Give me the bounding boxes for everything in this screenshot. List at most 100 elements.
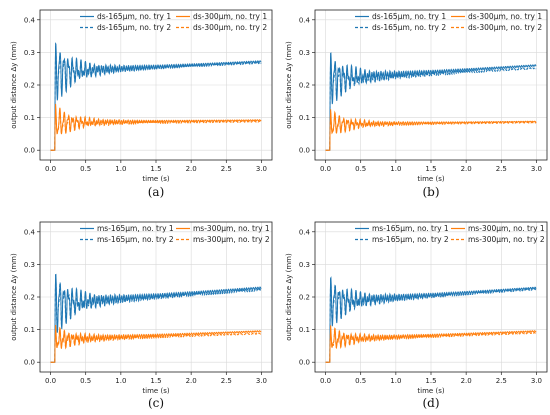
series-line — [325, 52, 537, 151]
y-tick-label: 0.2 — [24, 82, 35, 90]
figure-caption: (a) — [148, 185, 165, 199]
x-tick-label: 1.0 — [390, 165, 401, 173]
x-tick-label: 0.0 — [320, 377, 331, 385]
x-axis-label: time (s) — [142, 175, 169, 183]
x-tick-label: 2.0 — [461, 165, 472, 173]
y-tick-label: 0.4 — [299, 228, 311, 236]
x-tick-label: 1.5 — [150, 165, 161, 173]
y-axis-label: output distance Δy (mm) — [285, 253, 293, 341]
series-line — [50, 45, 262, 151]
x-tick-label: 0.5 — [355, 377, 366, 385]
x-tick-label: 2.0 — [186, 165, 197, 173]
series-line — [325, 56, 537, 151]
legend-label: ds-165μm, no. try 1 — [97, 12, 171, 21]
y-tick-label: 0.1 — [299, 326, 310, 334]
x-tick-label: 3.0 — [531, 377, 542, 385]
chart-panel-d: 0.0 0.5 1.0 1.5 2.0 2.5 3.0 0.0 0.1 0.2 0.3 0.4 time… — [285, 221, 548, 395]
series-line — [325, 325, 537, 363]
legend-label: ds-165μm, no. try 2 — [372, 23, 446, 32]
y-tick-label: 0.3 — [299, 261, 310, 269]
x-axis-label: time (s) — [417, 175, 444, 183]
axes-frame — [39, 9, 273, 161]
y-tick-label: 0.4 — [299, 16, 311, 24]
legend: ms-165μm, no. try 1 ms-165μm, no. try 2 ms… — [80, 224, 270, 244]
chart-panel-a: 0.0 0.5 1.0 1.5 2.0 2.5 3.0 0.0 0.1 0.2 0.3 0.4 time… — [10, 9, 273, 183]
x-tick-label: 0.5 — [355, 165, 366, 173]
legend-label: ms-300μm, no. try 2 — [193, 235, 270, 244]
legend: ms-165μm, no. try 1 ms-165μm, no. try 2 ms… — [355, 224, 545, 244]
axes-frame — [314, 221, 548, 373]
figure-caption: (c) — [148, 396, 164, 410]
y-tick-label: 0.3 — [24, 261, 35, 269]
series-line — [50, 103, 262, 151]
x-tick-label: 2.5 — [221, 377, 232, 385]
y-tick-label: 0.3 — [24, 49, 35, 57]
y-tick-label: 0.4 — [24, 16, 36, 24]
y-tick-label: 0.0 — [299, 359, 310, 367]
x-tick-label: 1.5 — [150, 377, 161, 385]
figure-caption: (b) — [422, 185, 439, 199]
x-tick-label: 1.5 — [425, 377, 436, 385]
legend-label: ms-165μm, no. try 1 — [97, 224, 174, 233]
y-tick-label: 0.0 — [24, 359, 35, 367]
y-axis-label: output distance Δy (mm) — [10, 41, 18, 129]
figure-caption: (d) — [422, 396, 439, 410]
x-tick-label: 2.5 — [496, 377, 507, 385]
y-axis-label: output distance Δy (mm) — [10, 253, 18, 341]
legend: ds-165μm, no. try 1 ds-165μm, no. try 2 ds… — [80, 12, 267, 32]
x-tick-label: 3.0 — [256, 377, 267, 385]
x-tick-label: 2.0 — [461, 377, 472, 385]
x-tick-label: 2.0 — [186, 377, 197, 385]
legend-label: ds-165μm, no. try 2 — [97, 23, 171, 32]
legend-label: ms-300μm, no. try 2 — [468, 235, 545, 244]
legend-label: ds-300μm, no. try 2 — [468, 23, 542, 32]
y-tick-label: 0.0 — [24, 147, 35, 155]
series-line — [325, 278, 537, 363]
y-tick-label: 0.3 — [299, 49, 310, 57]
x-tick-label: 2.5 — [496, 165, 507, 173]
series-line — [50, 328, 262, 363]
legend-label: ms-300μm, no. try 1 — [193, 224, 270, 233]
series-line — [50, 273, 262, 363]
axes-frame — [39, 221, 273, 373]
x-tick-label: 0.5 — [80, 377, 91, 385]
x-tick-label: 3.0 — [531, 165, 542, 173]
x-tick-label: 1.0 — [115, 165, 126, 173]
x-tick-label: 0.0 — [45, 165, 56, 173]
legend-label: ms-165μm, no. try 2 — [97, 235, 174, 244]
y-tick-label: 0.1 — [299, 114, 310, 122]
legend-label: ds-300μm, no. try 1 — [193, 12, 267, 21]
series-line — [325, 329, 537, 363]
x-tick-label: 2.5 — [221, 165, 232, 173]
legend-label: ds-300μm, no. try 2 — [193, 23, 267, 32]
x-tick-label: 1.5 — [425, 165, 436, 173]
series-line — [50, 274, 262, 363]
y-tick-label: 0.1 — [24, 326, 35, 334]
y-tick-label: 0.0 — [299, 147, 310, 155]
x-tick-label: 0.0 — [320, 165, 331, 173]
y-tick-label: 0.2 — [299, 82, 310, 90]
x-tick-label: 3.0 — [256, 165, 267, 173]
series-line — [325, 276, 537, 363]
y-axis-label: output distance Δy (mm) — [285, 41, 293, 129]
legend-label: ds-300μm, no. try 1 — [468, 12, 542, 21]
legend: ds-165μm, no. try 1 ds-165μm, no. try 2 ds… — [355, 12, 542, 32]
y-tick-label: 0.2 — [24, 294, 35, 302]
x-axis-label: time (s) — [142, 387, 169, 395]
legend-label: ms-165μm, no. try 2 — [372, 235, 449, 244]
x-tick-label: 1.0 — [390, 377, 401, 385]
y-tick-label: 0.2 — [299, 294, 310, 302]
series-line — [325, 113, 537, 151]
chart-panel-c: 0.0 0.5 1.0 1.5 2.0 2.5 3.0 0.0 0.1 0.2 0.3 0.4 time… — [10, 221, 273, 395]
series-line — [50, 108, 262, 151]
x-axis-label: time (s) — [417, 387, 444, 395]
x-tick-label: 1.0 — [115, 377, 126, 385]
y-tick-label: 0.4 — [24, 228, 36, 236]
series-line — [50, 42, 262, 151]
legend-label: ms-165μm, no. try 1 — [372, 224, 449, 233]
y-tick-label: 0.1 — [24, 114, 35, 122]
x-tick-label: 0.0 — [45, 377, 56, 385]
legend-label: ds-165μm, no. try 1 — [372, 12, 446, 21]
chart-panel-b: 0.0 0.5 1.0 1.5 2.0 2.5 3.0 0.0 0.1 0.2 0.3 0.4 time… — [285, 9, 548, 183]
